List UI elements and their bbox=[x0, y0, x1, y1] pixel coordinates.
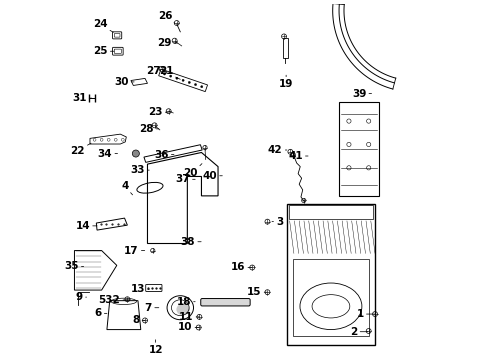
Bar bbox=[293, 259, 368, 336]
Circle shape bbox=[176, 77, 178, 79]
Text: 21: 21 bbox=[159, 66, 173, 76]
Text: 42: 42 bbox=[267, 145, 282, 155]
Text: 1: 1 bbox=[356, 309, 363, 319]
Text: 39: 39 bbox=[351, 89, 366, 99]
Text: 29: 29 bbox=[157, 38, 171, 48]
Bar bbox=[338, 102, 378, 196]
Text: 3: 3 bbox=[276, 217, 283, 227]
Bar bbox=[288, 206, 372, 219]
Text: 31: 31 bbox=[72, 93, 86, 103]
Text: 9: 9 bbox=[76, 292, 83, 302]
Text: 33: 33 bbox=[130, 165, 145, 175]
Text: 2: 2 bbox=[349, 327, 357, 337]
Text: 34: 34 bbox=[98, 149, 112, 158]
Text: 27: 27 bbox=[145, 66, 160, 76]
FancyBboxPatch shape bbox=[201, 298, 250, 306]
Text: 19: 19 bbox=[278, 80, 293, 89]
Text: 22: 22 bbox=[70, 147, 85, 157]
Bar bbox=[286, 204, 374, 345]
Circle shape bbox=[169, 75, 171, 77]
Text: 25: 25 bbox=[93, 46, 107, 56]
Text: 41: 41 bbox=[287, 151, 302, 161]
Text: 4: 4 bbox=[121, 181, 128, 190]
Text: 38: 38 bbox=[180, 237, 195, 247]
Text: 20: 20 bbox=[183, 168, 198, 177]
Circle shape bbox=[200, 86, 203, 88]
Text: 6: 6 bbox=[94, 309, 102, 318]
Text: 16: 16 bbox=[230, 262, 244, 273]
Text: 8: 8 bbox=[132, 315, 139, 325]
Text: 28: 28 bbox=[139, 124, 153, 134]
Text: 532: 532 bbox=[99, 295, 120, 305]
Text: 13: 13 bbox=[130, 284, 145, 294]
Text: 24: 24 bbox=[93, 19, 107, 29]
Text: 11: 11 bbox=[179, 312, 193, 322]
Text: 7: 7 bbox=[144, 303, 152, 313]
Circle shape bbox=[188, 81, 190, 84]
Text: 12: 12 bbox=[148, 345, 163, 355]
Circle shape bbox=[163, 73, 165, 75]
Text: 36: 36 bbox=[154, 150, 168, 159]
Text: 40: 40 bbox=[202, 171, 217, 181]
Text: 15: 15 bbox=[246, 287, 261, 297]
Text: 18: 18 bbox=[176, 297, 190, 307]
Text: 10: 10 bbox=[178, 323, 192, 333]
Circle shape bbox=[182, 79, 184, 81]
Ellipse shape bbox=[176, 303, 189, 315]
Text: 37: 37 bbox=[175, 174, 189, 184]
Circle shape bbox=[132, 150, 139, 157]
Text: 23: 23 bbox=[148, 107, 163, 117]
Text: 35: 35 bbox=[64, 261, 79, 271]
Circle shape bbox=[194, 84, 196, 86]
Bar bbox=[282, 38, 287, 58]
Text: 17: 17 bbox=[124, 246, 139, 256]
Text: 26: 26 bbox=[157, 10, 172, 21]
Text: 30: 30 bbox=[114, 77, 128, 87]
Text: 14: 14 bbox=[75, 221, 90, 231]
